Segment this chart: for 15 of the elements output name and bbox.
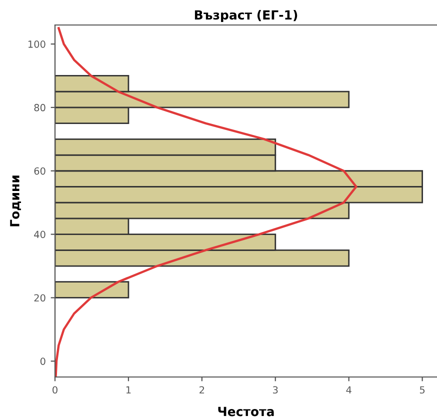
x-tick-label: 0 [52, 386, 58, 394]
y-tick-label: 20 [34, 294, 46, 302]
y-tick-label: 40 [34, 230, 46, 238]
x-tick-label: 3 [273, 386, 278, 394]
x-tick-label: 1 [126, 386, 131, 394]
x-tick-label: 4 [346, 386, 352, 394]
x-tick-label: 2 [200, 386, 204, 394]
y-axis-title: Години [10, 176, 21, 226]
x-axis-title: Честота [218, 406, 274, 416]
y-tick-label: 100 [28, 40, 46, 48]
x-tick-label: 5 [420, 386, 425, 394]
chart-title: Възраст (ЕГ-1) [194, 10, 298, 22]
y-tick-label: 0 [40, 358, 46, 365]
y-tick-label: 60 [34, 167, 46, 175]
y-tick-label: 80 [34, 104, 46, 112]
